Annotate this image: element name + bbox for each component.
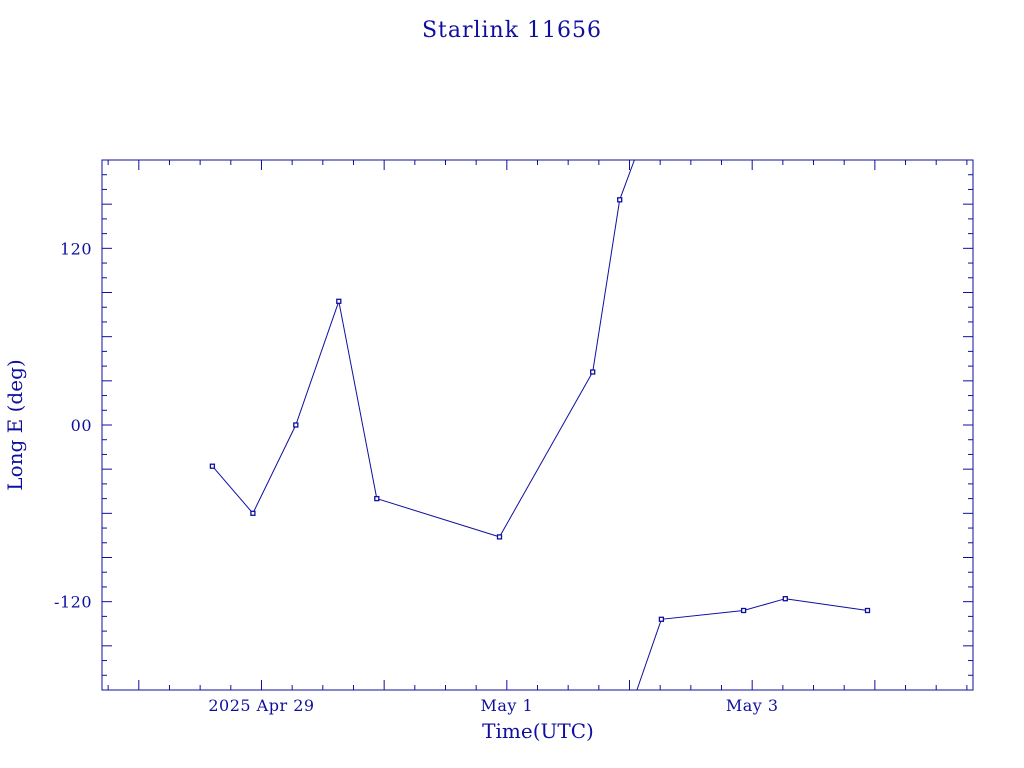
data-point (617, 197, 623, 203)
axis-ticks (102, 159, 973, 691)
x-tick-label: 2025 Apr 29 (208, 696, 314, 715)
data-point (209, 463, 216, 469)
series-line (636, 598, 868, 690)
data-point (590, 369, 596, 375)
data-point (740, 607, 747, 614)
data-point (782, 596, 788, 602)
data-point (864, 607, 871, 614)
plot-frame (101, 159, 974, 691)
chart-title: Starlink 11656 (422, 18, 602, 43)
y-tick-label: -120 (54, 593, 92, 612)
series-line (212, 160, 635, 538)
x-tick-label: May 1 (480, 696, 533, 715)
data-point (658, 616, 665, 622)
data-point (374, 495, 380, 502)
x-axis-label: Time(UTC) (482, 719, 594, 743)
data-point (250, 510, 256, 516)
y-axis-label: Long E (deg) (3, 359, 27, 490)
data-point (336, 298, 342, 304)
y-tick-label: 00 (71, 416, 92, 435)
data-point (496, 534, 503, 540)
y-tick-label: 120 (60, 239, 92, 258)
series-group (209, 160, 871, 690)
tick-labels: 2025 Apr 29 May 1 May 3 120 00 -120 (54, 239, 779, 715)
data-point (293, 422, 299, 428)
x-tick-label: May 3 (726, 696, 779, 715)
